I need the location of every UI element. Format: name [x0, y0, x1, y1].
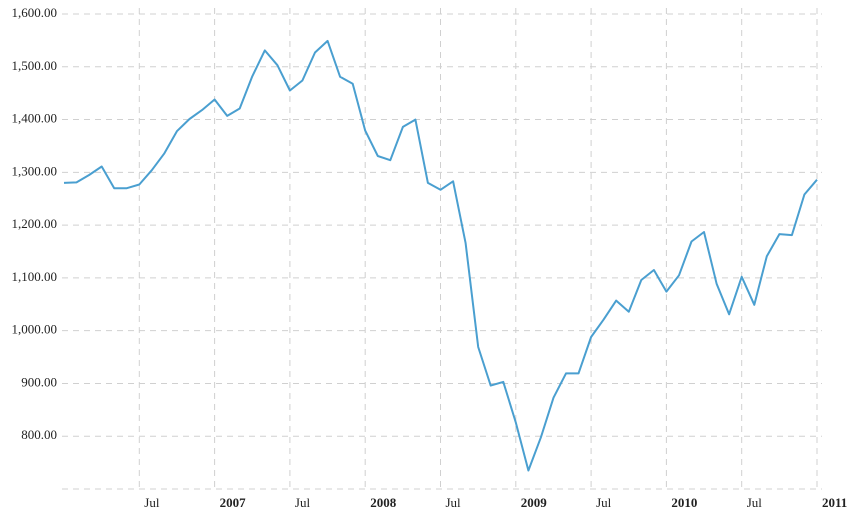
- y-tick-label: 1,000.00: [12, 322, 58, 337]
- y-tick-label: 1,100.00: [12, 269, 58, 284]
- y-tick-label: 1,300.00: [12, 163, 58, 178]
- x-tick-label: 2009: [521, 495, 548, 510]
- y-tick-label: 1,400.00: [12, 111, 58, 126]
- y-tick-label: 1,600.00: [12, 5, 58, 20]
- x-tick-label: Jul: [747, 495, 763, 510]
- x-tick-label: Jul: [144, 495, 160, 510]
- y-tick-label: 1,500.00: [12, 58, 58, 73]
- x-tick-label: 2010: [671, 495, 697, 510]
- y-tick-label: 800.00: [21, 427, 57, 442]
- x-tick-label: Jul: [295, 495, 311, 510]
- x-tick-label: Jul: [596, 495, 612, 510]
- x-tick-label: 2011: [822, 495, 847, 510]
- x-tick-label: Jul: [446, 495, 462, 510]
- y-tick-label: 900.00: [21, 374, 57, 389]
- data-line: [63, 39, 818, 472]
- y-tick-label: 1,200.00: [12, 216, 58, 231]
- x-tick-label: 2007: [220, 495, 247, 510]
- x-tick-label: 2008: [370, 495, 397, 510]
